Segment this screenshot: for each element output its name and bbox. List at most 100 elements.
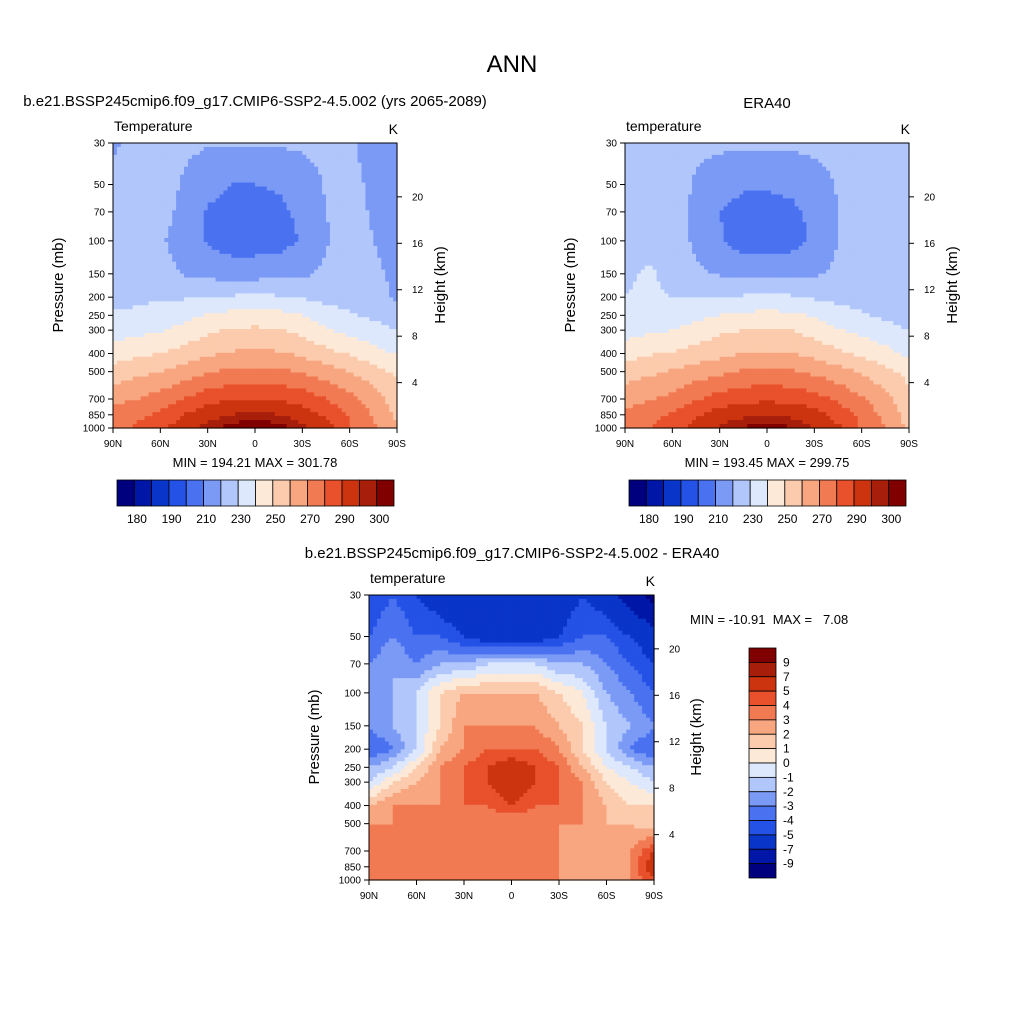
- contour-cell: [258, 253, 264, 259]
- contour-cell: [168, 238, 173, 243]
- contour-cell: [128, 392, 134, 397]
- contour-cell: [168, 210, 173, 215]
- contour-cell: [329, 241, 335, 247]
- contour-cell: [318, 226, 323, 231]
- contour-cell: [207, 404, 213, 409]
- contour-cell: [306, 317, 311, 322]
- contour-cell: [199, 368, 205, 374]
- contour-cell: [180, 305, 185, 310]
- contour-cell: [184, 269, 189, 275]
- contour-cell: [377, 230, 382, 235]
- contour-cell: [132, 388, 138, 393]
- contour-cell: [258, 329, 264, 334]
- contour-cell: [172, 253, 177, 259]
- contour-cell: [195, 269, 201, 275]
- contour-cell: [341, 257, 347, 263]
- contour-cell: [302, 214, 307, 219]
- contour-cell: [191, 249, 197, 255]
- contour-cell: [255, 218, 260, 223]
- contour-cell: [349, 234, 355, 239]
- contour-cell: [270, 348, 276, 354]
- contour-cell: [361, 364, 367, 370]
- contour-cell: [393, 293, 398, 298]
- contour-cell: [160, 238, 165, 243]
- contour-cell: [140, 376, 146, 382]
- contour-cell: [365, 238, 370, 243]
- contour-cell: [274, 214, 280, 219]
- contour-cell: [278, 340, 284, 346]
- contour-cell: [203, 333, 209, 338]
- contour-cell: [258, 146, 264, 152]
- contour-cell: [243, 182, 248, 188]
- contour-cell: [215, 297, 221, 302]
- contour-cell: [290, 170, 296, 176]
- contour-cell: [389, 305, 394, 310]
- contour-cell: [365, 202, 370, 207]
- contour-cell: [239, 194, 244, 200]
- contour-cell: [314, 198, 319, 203]
- contour-cell: [235, 249, 240, 255]
- contour-cell: [211, 174, 217, 180]
- contour-cell: [345, 297, 351, 302]
- contour-cell: [266, 340, 272, 346]
- contour-cell: [120, 360, 126, 366]
- contour-cell: [235, 412, 240, 417]
- contour-cell: [333, 158, 339, 164]
- contour-cell: [116, 329, 122, 334]
- contour-cell: [120, 261, 126, 267]
- contour-cell: [239, 368, 244, 374]
- contour-cell: [302, 392, 307, 397]
- contour-cell: [140, 158, 146, 164]
- contour-cell: [357, 293, 363, 298]
- contour-cell: [322, 234, 327, 239]
- contour-cell: [314, 265, 319, 271]
- contour-cell: [160, 412, 165, 417]
- contour-cell: [176, 178, 181, 184]
- contour-cell: [266, 218, 272, 223]
- contour-cell: [116, 356, 122, 362]
- contour-cell: [326, 333, 331, 338]
- contour-cell: [255, 253, 260, 259]
- contour-cell: [164, 408, 169, 413]
- contour-cell: [385, 412, 390, 417]
- contour-cell: [219, 297, 225, 302]
- contour-cell: [140, 325, 146, 330]
- contour-cell: [239, 352, 244, 358]
- contour-cell: [333, 253, 339, 259]
- contour-cell: [251, 364, 256, 370]
- contour-cell: [270, 317, 276, 322]
- contour-cell: [369, 285, 374, 291]
- contour-cell: [191, 162, 197, 168]
- contour-cell: [243, 257, 248, 263]
- contour-cell: [290, 261, 296, 267]
- contour-cell: [318, 356, 323, 362]
- contour-cell: [219, 206, 225, 211]
- contour-cell: [286, 364, 292, 370]
- contour-cell: [326, 281, 331, 287]
- contour-cell: [365, 269, 370, 275]
- contour-cell: [298, 226, 303, 231]
- contour-cell: [243, 273, 248, 279]
- contour-cell: [144, 222, 150, 227]
- contour-cell: [389, 368, 394, 374]
- contour-cell: [116, 301, 122, 306]
- contour-cell: [152, 238, 157, 243]
- contour-cell: [381, 301, 386, 306]
- contour-cell: [298, 170, 303, 176]
- contour-cell: [199, 289, 205, 295]
- contour-cell: [270, 301, 276, 306]
- contour-cell: [302, 265, 307, 271]
- contour-cell: [373, 305, 378, 310]
- contour-cell: [184, 214, 189, 219]
- contour-cell: [389, 388, 394, 393]
- contour-cell: [349, 214, 355, 219]
- contour-cell: [168, 226, 173, 231]
- contour-cell: [262, 273, 268, 279]
- contour-cell: [144, 293, 150, 298]
- contour-cell: [353, 198, 359, 203]
- contour-cell: [148, 360, 154, 366]
- contour-cell: [262, 352, 268, 358]
- contour-cell: [298, 400, 303, 405]
- contour-cell: [168, 146, 173, 152]
- contour-cell: [168, 158, 173, 164]
